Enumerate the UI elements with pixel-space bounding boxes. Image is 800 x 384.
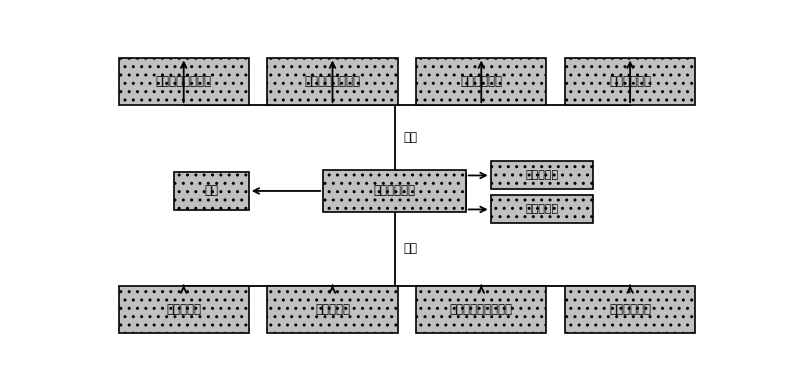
- Text: 控制算法选择模块: 控制算法选择模块: [156, 75, 212, 88]
- Text: 数据采集卡: 数据采集卡: [315, 303, 350, 316]
- Bar: [323, 170, 466, 212]
- Bar: [174, 172, 249, 210]
- Bar: [416, 58, 546, 105]
- Bar: [490, 195, 593, 223]
- Text: 供电: 供电: [404, 242, 418, 255]
- Text: 电源转换模块: 电源转换模块: [374, 184, 415, 197]
- Text: 电机加载模块: 电机加载模块: [609, 303, 651, 316]
- Text: 霍尔传感器: 霍尔传感器: [525, 170, 558, 180]
- Bar: [267, 286, 398, 333]
- Text: 上位机模块: 上位机模块: [166, 303, 202, 316]
- Text: 控制参数给定模块: 控制参数给定模块: [305, 75, 361, 88]
- Bar: [118, 58, 249, 105]
- Text: 串口: 串口: [205, 184, 218, 197]
- Bar: [565, 286, 695, 333]
- Bar: [416, 286, 546, 333]
- Bar: [490, 161, 593, 189]
- Bar: [118, 286, 249, 333]
- Text: 参数测量与显示模块: 参数测量与显示模块: [450, 303, 513, 316]
- Bar: [565, 58, 695, 105]
- Text: 中央控制模块: 中央控制模块: [460, 75, 502, 88]
- Bar: [267, 58, 398, 105]
- Text: 功率驱动模块: 功率驱动模块: [609, 75, 651, 88]
- Text: 供电: 供电: [404, 131, 418, 144]
- Text: 光电编码器: 光电编码器: [525, 204, 558, 214]
